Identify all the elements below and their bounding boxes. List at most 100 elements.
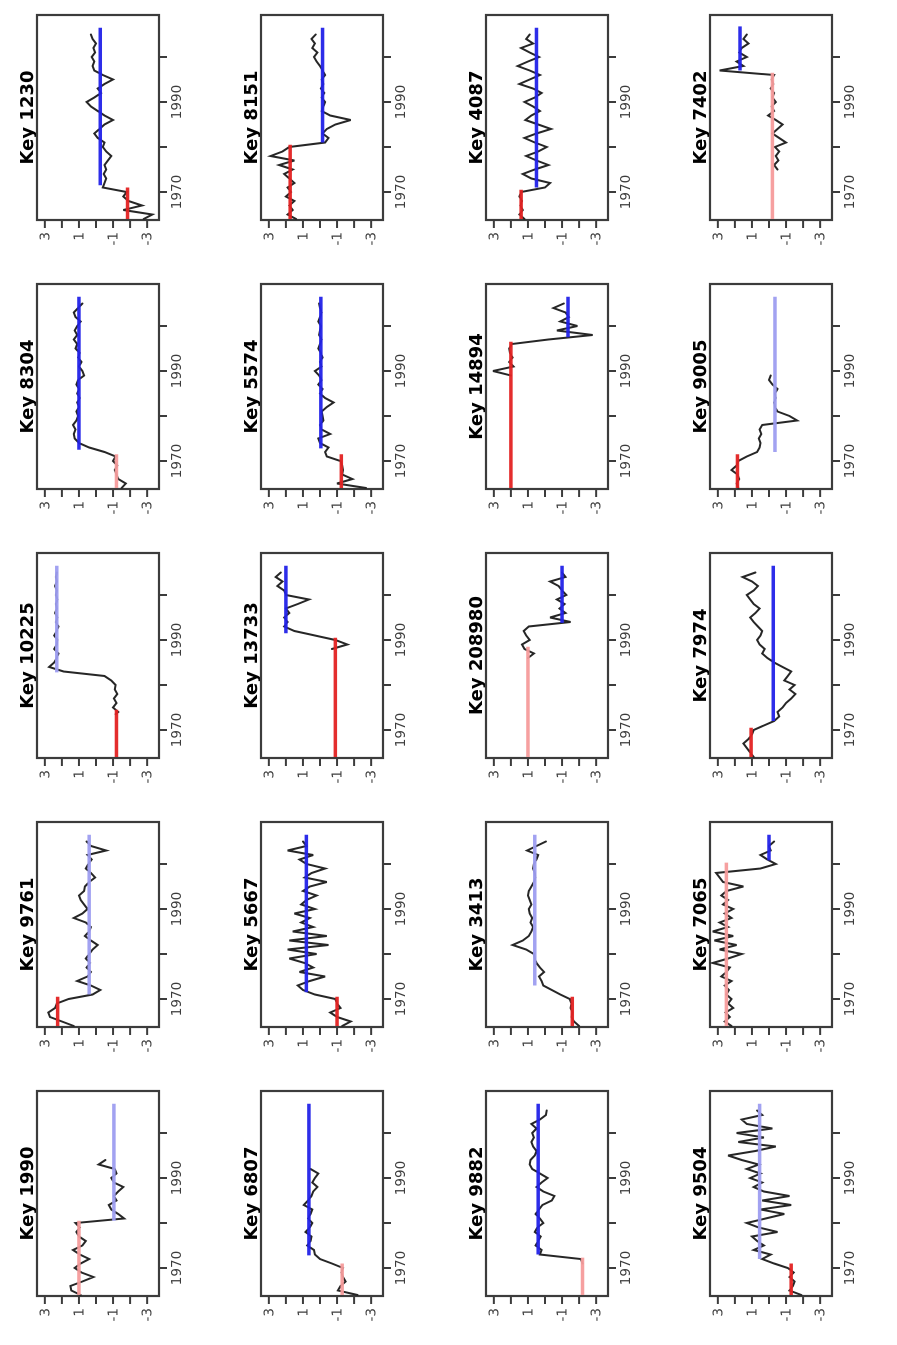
panel-title: Key 1230 bbox=[17, 71, 38, 165]
panel-title: Key 9882 bbox=[466, 1147, 487, 1241]
y-tick-label: -3 bbox=[588, 1308, 604, 1321]
series-line bbox=[520, 571, 571, 659]
panel-title: Key 3413 bbox=[466, 878, 487, 972]
x-tick-label: 1990 bbox=[169, 85, 185, 119]
panel-key-6807: Key 6807 1970 1990 3 1 -1 -3 bbox=[241, 1089, 409, 1321]
y-tick-label: 1 bbox=[744, 770, 760, 779]
panel-title: Key 4087 bbox=[466, 71, 487, 165]
y-tick-label: -1 bbox=[106, 1308, 122, 1321]
x-tick-label: 1990 bbox=[393, 1161, 409, 1195]
series-line bbox=[267, 33, 352, 220]
x-tick-label: 1990 bbox=[393, 623, 409, 657]
y-tick-label: -1 bbox=[106, 232, 122, 245]
y-tick-label: 1 bbox=[744, 232, 760, 241]
panel-key-9882: Key 9882 1970 1990 3 1 -1 -3 bbox=[466, 1089, 634, 1321]
y-tick-label: -1 bbox=[778, 1308, 794, 1321]
y-tick-label: 3 bbox=[262, 1039, 278, 1048]
y-tick-label: -3 bbox=[364, 770, 380, 783]
series-line bbox=[729, 374, 800, 489]
x-tick-label: 1970 bbox=[618, 713, 634, 747]
y-tick-label: -1 bbox=[330, 1308, 346, 1321]
y-tick-label: -3 bbox=[812, 1039, 828, 1052]
y-tick-label: 1 bbox=[520, 770, 536, 779]
plot-box bbox=[35, 13, 161, 222]
x-tick-label: 1990 bbox=[393, 892, 409, 926]
plot-box bbox=[484, 13, 609, 222]
y-tick-label: 3 bbox=[262, 1308, 278, 1317]
x-tick-label: 1970 bbox=[842, 713, 858, 747]
y-tick-label: 1 bbox=[744, 1039, 760, 1048]
y-tick-label: -1 bbox=[106, 770, 122, 783]
plot-box bbox=[35, 1089, 161, 1298]
panel-key-7402: Key 7402 1970 1990 3 1 -1 -3 bbox=[690, 13, 858, 245]
y-tick-label: -1 bbox=[778, 501, 794, 514]
panel-key-7974: Key 7974 1970 1990 3 1 -1 -3 bbox=[690, 551, 858, 783]
series-line bbox=[739, 571, 797, 758]
plot-box bbox=[260, 820, 385, 1029]
plot-box bbox=[708, 13, 833, 222]
y-tick-label: 3 bbox=[37, 1308, 53, 1317]
y-tick-label: -3 bbox=[588, 232, 604, 245]
y-tick-label: -1 bbox=[778, 1039, 794, 1052]
x-tick-label: 1990 bbox=[618, 623, 634, 657]
y-tick-label: 3 bbox=[37, 1039, 53, 1048]
panel-key-13733: Key 13733 1970 1990 3 1 -1 -3 bbox=[241, 551, 409, 783]
y-tick-label: 3 bbox=[262, 770, 278, 779]
panel-key-8151: Key 8151 1970 1990 3 1 -1 -3 bbox=[241, 13, 409, 245]
y-tick-label: -1 bbox=[106, 501, 122, 514]
x-tick-label: 1970 bbox=[169, 444, 185, 478]
x-tick-label: 1990 bbox=[842, 1161, 858, 1195]
plot-box bbox=[260, 13, 385, 222]
x-tick-label: 1990 bbox=[618, 892, 634, 926]
y-tick-label: 3 bbox=[37, 770, 53, 779]
panel-title: Key 1990 bbox=[17, 1147, 38, 1241]
panel-title: Key 7974 bbox=[690, 609, 711, 703]
y-tick-label: -1 bbox=[330, 501, 346, 514]
y-tick-label: -1 bbox=[106, 1039, 122, 1052]
y-tick-label: -3 bbox=[364, 232, 380, 245]
y-tick-label: -3 bbox=[364, 501, 380, 514]
panel-title: Key 8304 bbox=[17, 340, 38, 434]
y-tick-label: 1 bbox=[71, 1308, 87, 1317]
series-line bbox=[727, 1109, 803, 1296]
panel-key-3413: Key 3413 1970 1990 3 1 -1 -3 bbox=[466, 820, 634, 1052]
y-tick-label: 3 bbox=[37, 501, 53, 510]
panel-title: Key 8151 bbox=[241, 71, 262, 165]
x-tick-label: 1990 bbox=[169, 1161, 185, 1195]
panel-title: Key 7402 bbox=[690, 71, 711, 165]
x-tick-label: 1990 bbox=[842, 354, 858, 388]
y-tick-label: 1 bbox=[71, 232, 87, 241]
y-tick-label: -3 bbox=[364, 1039, 380, 1052]
series-line bbox=[302, 1168, 359, 1296]
plot-box bbox=[708, 551, 833, 760]
y-tick-label: 3 bbox=[486, 232, 502, 241]
y-tick-label: -3 bbox=[140, 501, 156, 514]
plot-box bbox=[35, 551, 161, 760]
x-tick-label: 1970 bbox=[842, 175, 858, 209]
x-tick-label: 1990 bbox=[393, 85, 409, 119]
y-tick-label: -1 bbox=[778, 770, 794, 783]
x-tick-label: 1970 bbox=[169, 982, 185, 1016]
plot-box bbox=[708, 820, 833, 1029]
plot-box bbox=[260, 1089, 385, 1298]
x-tick-label: 1970 bbox=[393, 175, 409, 209]
panel-key-1230: Key 1230 1970 1990 3 1 -1 -3 bbox=[17, 13, 185, 245]
x-tick-label: 1970 bbox=[842, 982, 858, 1016]
y-tick-label: 1 bbox=[744, 1308, 760, 1317]
panel-key-7065: Key 7065 1970 1990 3 1 -1 -3 bbox=[690, 820, 858, 1052]
x-tick-label: 1990 bbox=[393, 354, 409, 388]
x-tick-label: 1970 bbox=[393, 982, 409, 1016]
x-tick-label: 1990 bbox=[842, 85, 858, 119]
x-tick-label: 1970 bbox=[393, 1251, 409, 1285]
panel-key-208980: Key 208980 1970 1990 3 1 -1 -3 bbox=[466, 551, 634, 783]
plot-box bbox=[708, 1089, 833, 1298]
y-tick-label: 3 bbox=[486, 770, 502, 779]
y-tick-label: 3 bbox=[486, 1039, 502, 1048]
x-tick-label: 1990 bbox=[169, 623, 185, 657]
plot-box bbox=[708, 282, 833, 491]
y-tick-label: -3 bbox=[140, 1308, 156, 1321]
y-tick-label: -1 bbox=[778, 232, 794, 245]
y-tick-label: 1 bbox=[296, 1039, 312, 1048]
series-line bbox=[509, 840, 580, 1027]
